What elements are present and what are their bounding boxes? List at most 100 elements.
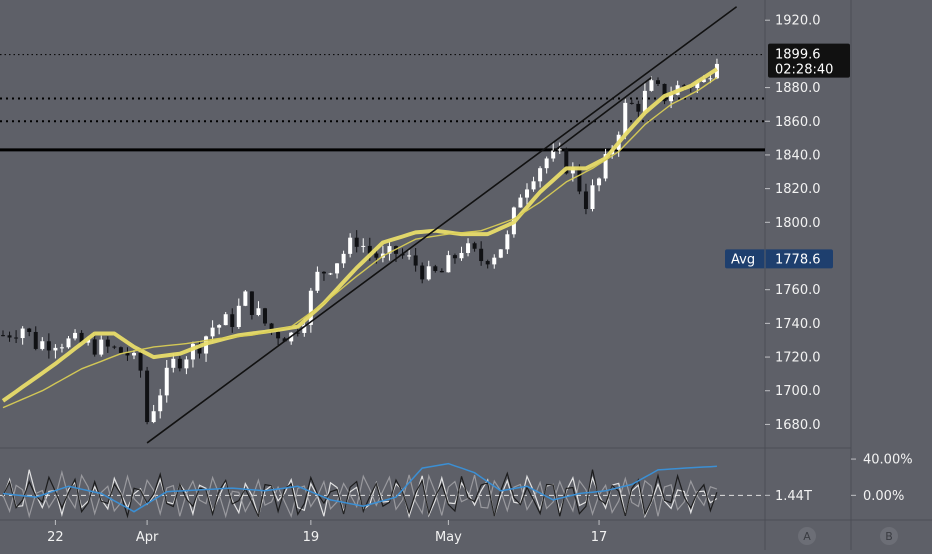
candle-body [577,167,582,192]
candle-body [269,323,274,333]
candle-body [263,308,267,324]
candle-body [485,261,490,265]
candle-body [138,352,143,371]
price-labels: 1899.602:28:40 Avg 1778.6 [725,43,850,269]
candle-body [525,189,529,198]
candle-body [145,370,150,423]
price-tick-label: 1860.0 [775,115,821,130]
candle-body [256,308,261,315]
trendline[interactable] [552,76,652,153]
price-tick-label: 1720.0 [775,351,821,366]
candle-body [217,325,222,328]
candle-body [59,347,64,349]
trendlines[interactable] [146,6,738,444]
candle-body [295,332,300,334]
time-tick-label: Apr [136,530,159,545]
candle-body [662,83,667,102]
oscillator-line-blue [2,462,717,513]
time-tick-label: 17 [591,530,608,545]
candle-body [708,78,713,80]
trendline[interactable] [146,6,738,444]
scale-button-label: B [885,530,893,543]
time-axis[interactable]: 22 Apr 19 May 17 A B [47,520,898,545]
candle-body [413,255,418,266]
candle-body [249,291,254,315]
candle-body [151,411,156,423]
candle-body [603,154,608,179]
candle-body [472,243,477,249]
candle-body [73,332,78,339]
candle-body [531,181,536,190]
candle-body [682,85,687,87]
candle-body [439,270,444,273]
scale-button-b[interactable]: B [880,527,898,545]
candle-body [459,252,464,259]
candle-body [164,367,169,396]
candle-body [695,81,700,89]
candle-body [243,291,248,306]
oscillator-tick-label: 40.00% [863,453,913,468]
candle-body [374,253,379,258]
candle-body [367,245,372,254]
candle-body [276,332,281,339]
candle-body [46,341,51,351]
candle-body [492,257,497,265]
candle-body [649,80,654,91]
price-tick-label: 1820.0 [775,182,821,197]
price-tag-countdown: 02:28:40 [775,63,833,78]
scale-button-a[interactable]: A [798,527,816,545]
candle-body [210,327,215,337]
price-tag-value: 1899.6 [775,48,821,63]
candle-body [498,249,503,258]
candle-body [636,103,641,112]
candle-body [335,263,340,274]
candle-body [92,339,97,355]
moving-averages [1,67,718,409]
candle-body [656,80,660,84]
candle-body [1,335,5,337]
candle-body [642,90,647,112]
candle-body [125,353,130,356]
candle-body [420,265,425,280]
time-tick-label: 22 [47,530,64,545]
candle-body [505,234,510,250]
scale-button-circle[interactable] [880,527,898,545]
candle-body [466,243,471,253]
price-tag-box [768,43,850,78]
candle-body [557,149,562,151]
candle-body [538,168,543,182]
candle-body [354,237,359,247]
candle-body [118,347,123,354]
candle-body [426,266,431,280]
candle-body [387,246,392,254]
candle-body [308,290,313,325]
candle-body [328,273,333,275]
candle-body [7,335,12,338]
candle-body [433,266,438,271]
candle-body [321,271,326,274]
candle-body [132,352,136,356]
price-tick-label: 1740.0 [775,317,821,332]
price-tick-label: 1840.0 [775,148,821,163]
candle-body [79,332,84,343]
candle-body [236,305,241,327]
candle-body [282,338,287,342]
candle-body [33,331,38,349]
price-axis[interactable]: 1920.0 1880.0 1860.0 1840.0 1820.0 1800.0 1760… [765,14,913,504]
candle-body [190,343,195,360]
candle-body [544,158,549,169]
candle-body [177,358,182,369]
candle-body [518,197,523,208]
candle-body [348,237,353,254]
candle-body [158,395,163,412]
candle-body [446,255,451,273]
candle-body [27,328,32,332]
oscillator-line-black [2,469,718,519]
candle-body [407,255,412,257]
candle-body [564,149,569,174]
candle-body [40,341,45,349]
candle-body [597,178,602,186]
price-tick-label: 1700.0 [775,384,821,399]
scale-button-circle[interactable] [798,527,816,545]
